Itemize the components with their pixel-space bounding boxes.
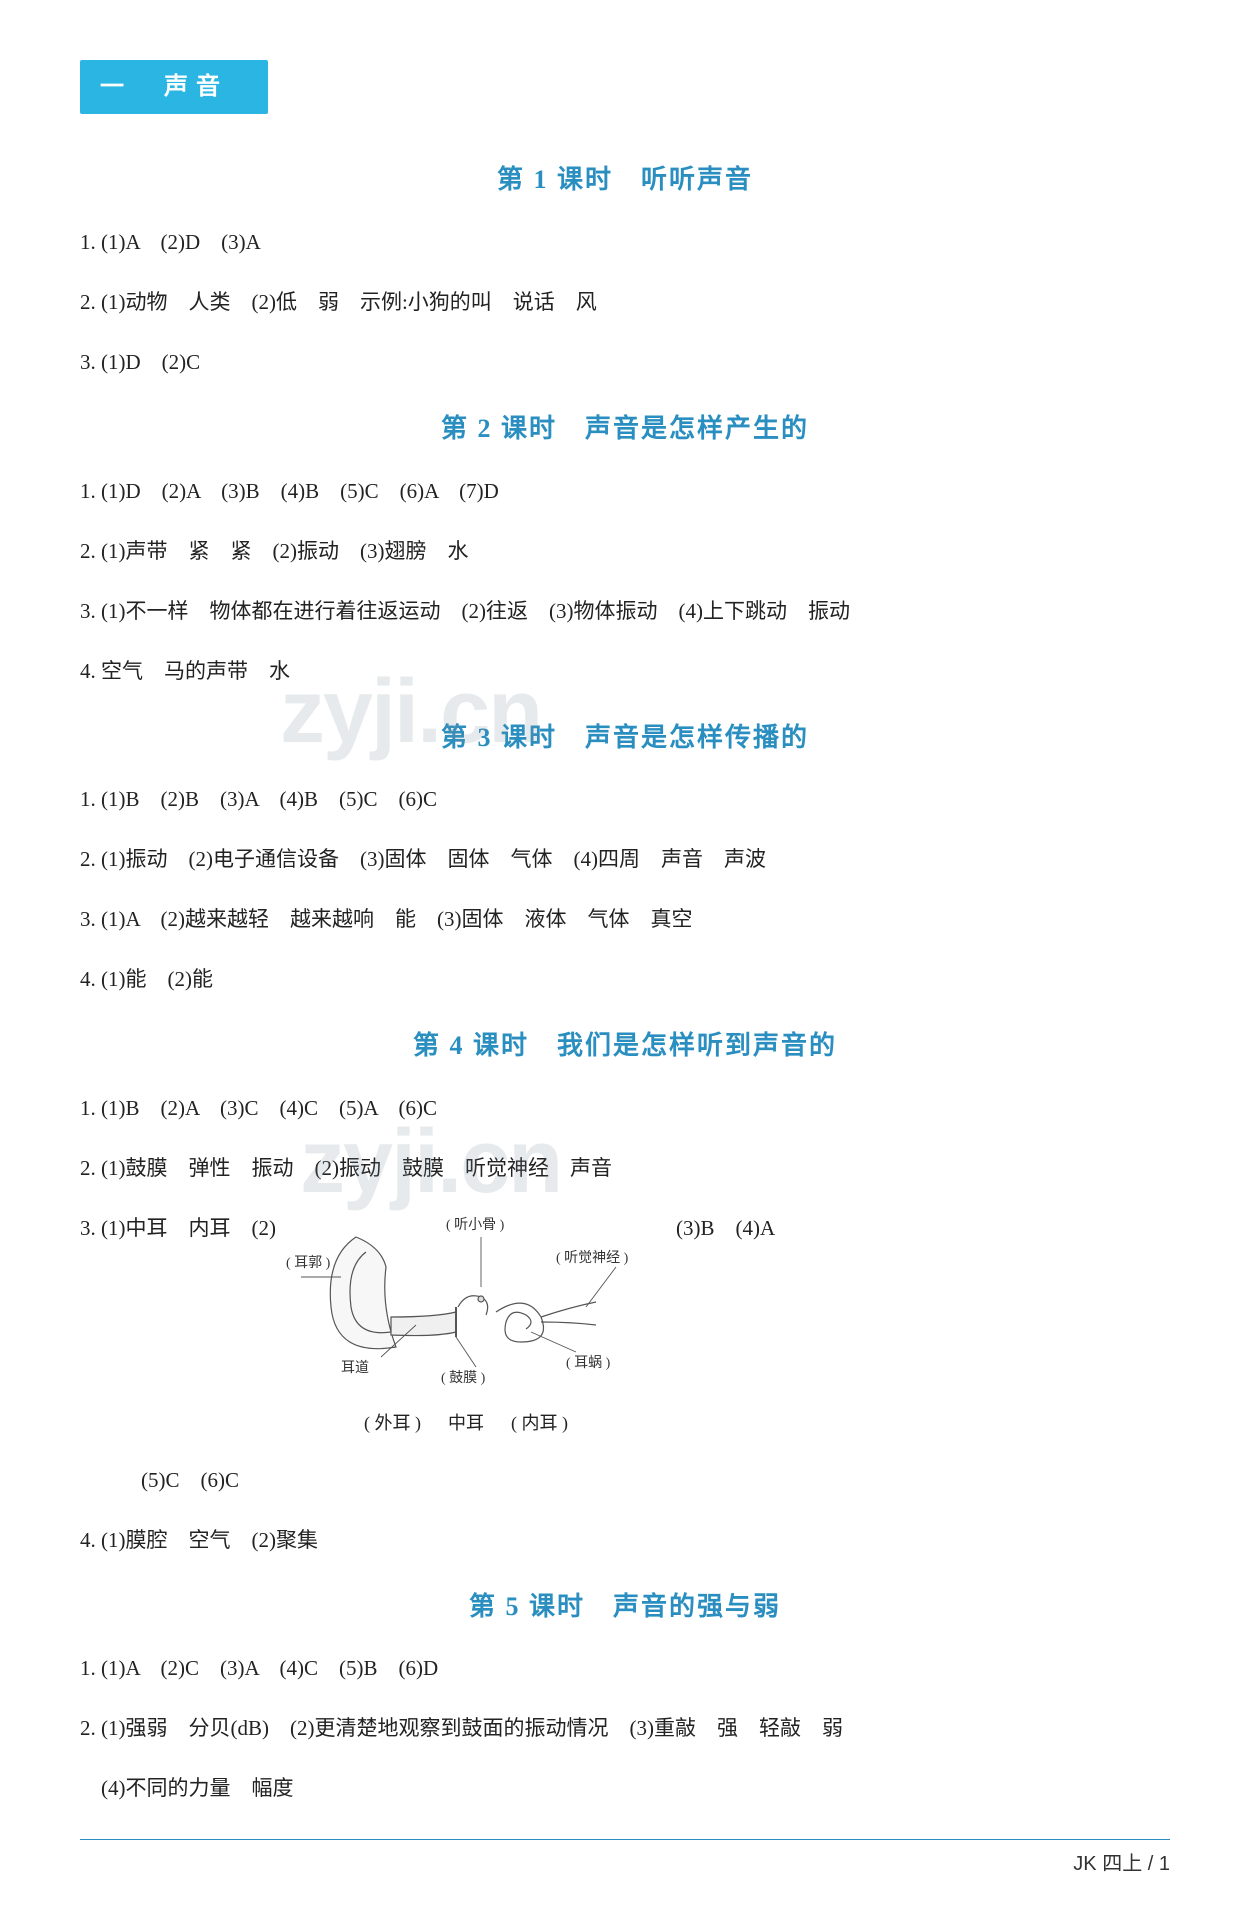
ear-left-text: 3. (1)中耳 内耳 (2): [80, 1207, 286, 1249]
ear-label-outer: ( 外耳 ): [364, 1413, 421, 1433]
page-footer: JK 四上 / 1: [80, 1839, 1170, 1880]
lesson-4-after-2: 4. (1)膜腔 空气 (2)聚集: [80, 1519, 1170, 1561]
lesson-2-line-4: 4. 空气 马的声带 水: [80, 650, 1170, 692]
lesson-1-line-2: 2. (1)动物 人类 (2)低 弱 示例:小狗的叫 说话 风: [80, 281, 1170, 323]
ear-right-text: (3)B (4)A: [646, 1207, 775, 1249]
lesson-2-line-2: 2. (1)声带 紧 紧 (2)振动 (3)翅膀 水: [80, 530, 1170, 572]
ear-label-cochlea: ( 耳蜗 ): [566, 1355, 611, 1371]
lesson-3-title: 第 3 课时 声音是怎样传播的: [80, 717, 1170, 759]
lesson-3-line-1: 1. (1)B (2)B (3)A (4)B (5)C (6)C: [80, 778, 1170, 820]
lesson-5-line-2: 2. (1)强弱 分贝(dB) (2)更清楚地观察到鼓面的振动情况 (3)重敲 …: [80, 1707, 1170, 1749]
lesson-3-line-3: 3. (1)A (2)越来越轻 越来越响 能 (3)固体 液体 气体 真空: [80, 898, 1170, 940]
lesson-3-line-2: 2. (1)振动 (2)电子通信设备 (3)固体 固体 气体 (4)四周 声音 …: [80, 838, 1170, 880]
lesson-1-line-3: 3. (1)D (2)C: [80, 341, 1170, 383]
lesson-4-line-2: 2. (1)鼓膜 弹性 振动 (2)振动 鼓膜 听觉神经 声音: [80, 1147, 1170, 1189]
ear-label-ossicle: ( 听小骨 ): [446, 1217, 505, 1233]
ear-bottom-labels: ( 外耳 ) 中耳 ( 内耳 ): [286, 1405, 646, 1441]
lesson-5-line-3: (4)不同的力量 幅度: [80, 1767, 1170, 1809]
lesson-4-after-1: (5)C (6)C: [80, 1459, 1170, 1501]
lesson-1-line-1: 1. (1)A (2)D (3)A: [80, 221, 1170, 263]
lesson-4-line-1: 1. (1)B (2)A (3)C (4)C (5)A (6)C: [80, 1087, 1170, 1129]
lesson-4-title: 第 4 课时 我们是怎样听到声音的: [80, 1025, 1170, 1067]
lesson-5-title: 第 5 课时 声音的强与弱: [80, 1586, 1170, 1628]
chapter-tab: 一 声音: [80, 60, 268, 114]
ear-label-canal: 耳道: [341, 1360, 369, 1376]
lesson-4-ear-row: 3. (1)中耳 内耳 (2): [80, 1207, 1170, 1441]
lesson-5-line-1: 1. (1)A (2)C (3)A (4)C (5)B (6)D: [80, 1647, 1170, 1689]
ear-label-middle: 中耳: [448, 1413, 484, 1433]
ear-diagram: ( 听小骨 ) ( 听觉神经 ) ( 耳郭 ) 耳道 ( 耳蜗 ) ( 鼓膜 )…: [286, 1207, 646, 1441]
ear-label-pinna: ( 耳郭 ): [286, 1254, 331, 1271]
ear-label-inner: ( 内耳 ): [511, 1413, 568, 1433]
page: zyji.cn zyji.cn 一 声音 第 1 课时 听听声音 1. (1)A…: [80, 60, 1170, 1880]
lesson-1-title: 第 1 课时 听听声音: [80, 159, 1170, 201]
lesson-2-line-3: 3. (1)不一样 物体都在进行着往返运动 (2)往返 (3)物体振动 (4)上…: [80, 590, 1170, 632]
lesson-3-line-4: 4. (1)能 (2)能: [80, 958, 1170, 1000]
lesson-2-line-1: 1. (1)D (2)A (3)B (4)B (5)C (6)A (7)D: [80, 470, 1170, 512]
lesson-2-title: 第 2 课时 声音是怎样产生的: [80, 408, 1170, 450]
ear-label-nerve: ( 听觉神经 ): [556, 1250, 629, 1266]
ear-label-eardrum: ( 鼓膜 ): [441, 1370, 486, 1386]
